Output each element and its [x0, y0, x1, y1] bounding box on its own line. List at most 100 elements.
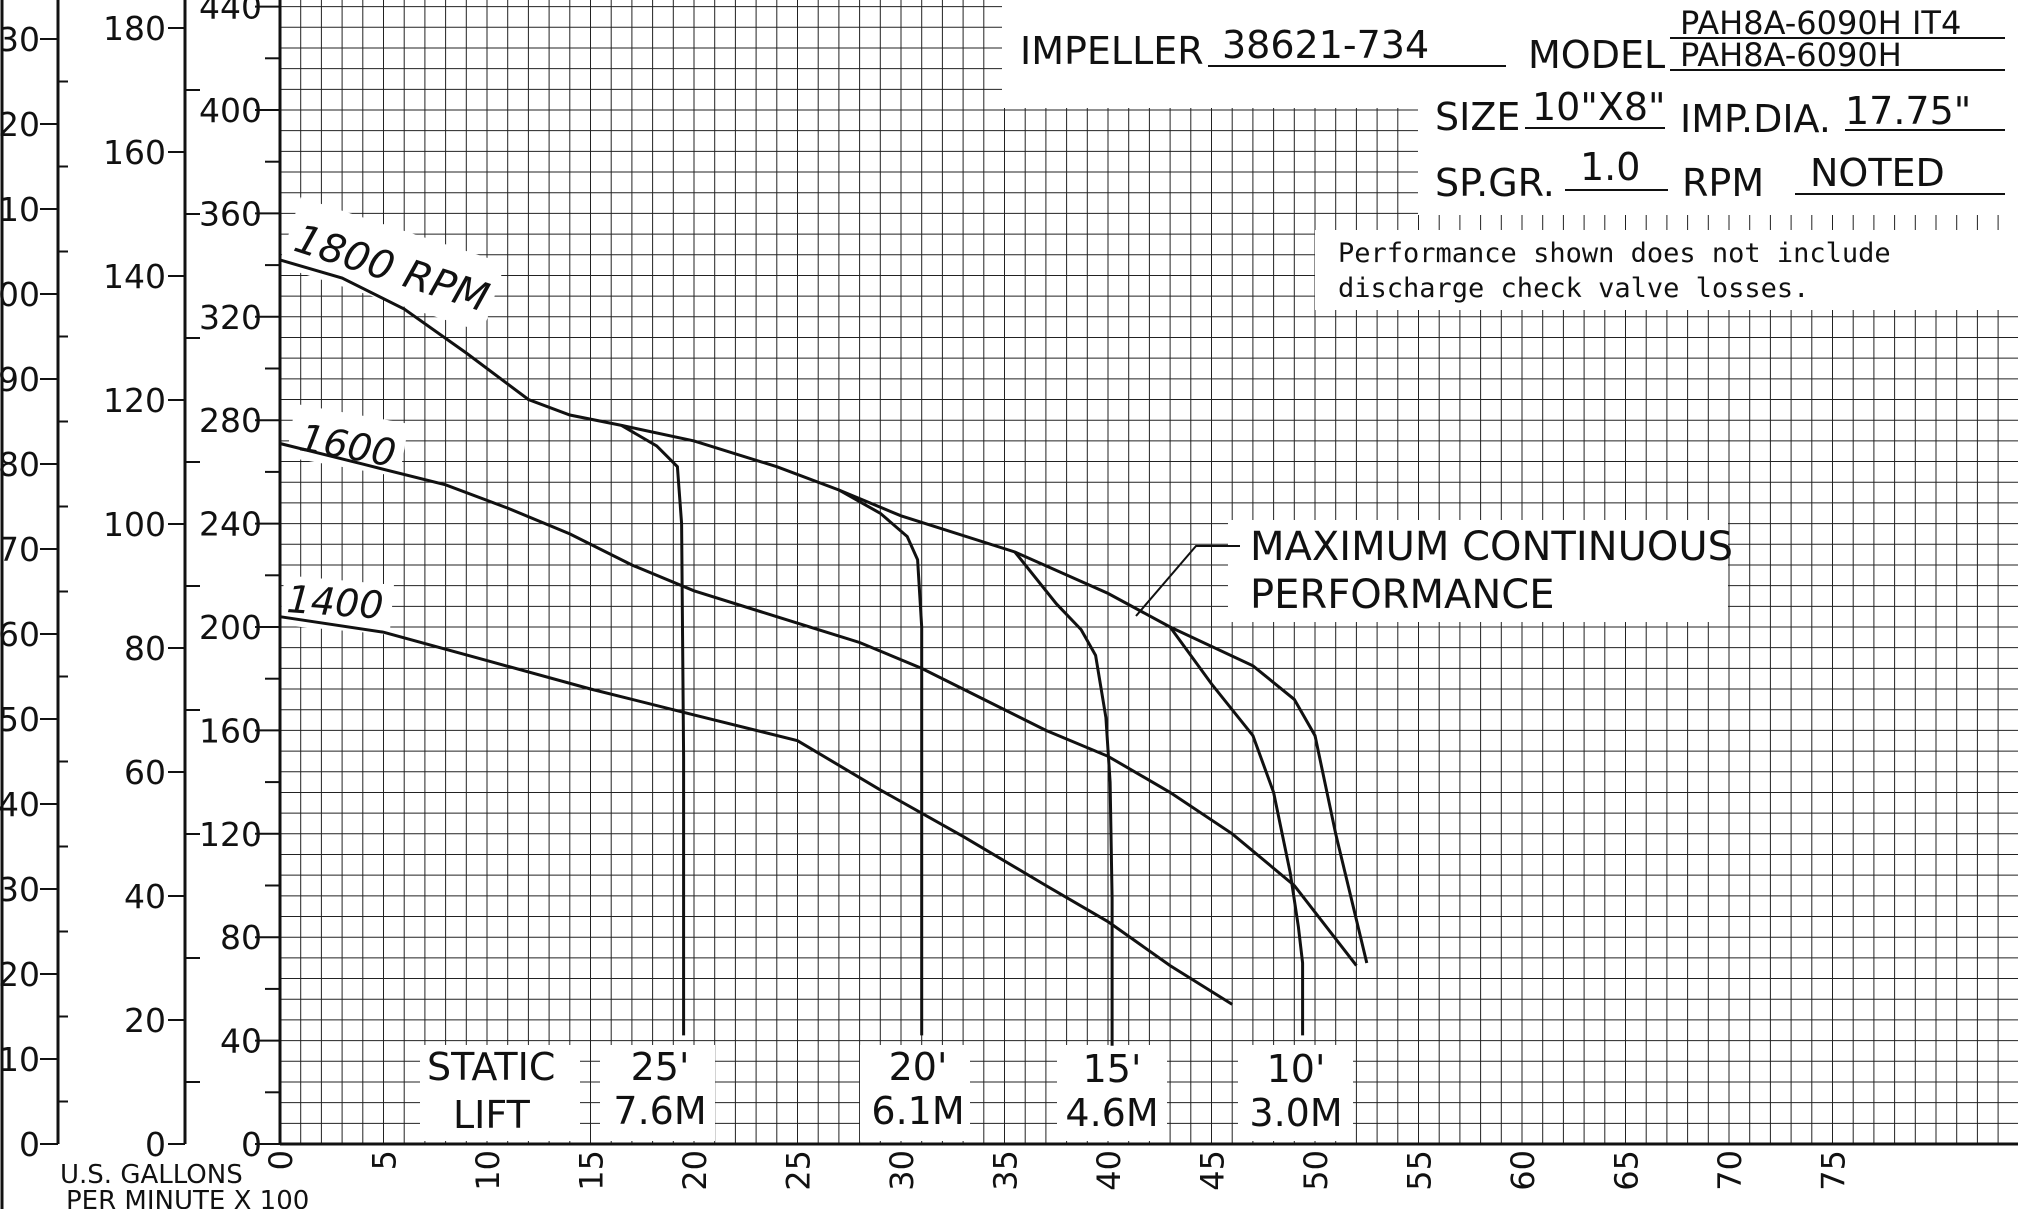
y-feet-tick-label: 400 — [199, 91, 262, 130]
series-line — [1168, 626, 1305, 1036]
maxcont-bg — [1228, 520, 1728, 622]
lift10-bg — [1238, 1045, 1353, 1141]
y-axis-b-tick-label: 100 — [103, 505, 166, 544]
header-bg-top — [1002, 0, 2018, 108]
chart-header: IMPELLER 38621-734 MODEL PAH8A-6090H IT4… — [1020, 4, 2005, 205]
x-tick-label: 20 — [676, 1150, 714, 1191]
rpm1800-bg — [278, 197, 506, 333]
series-line — [279, 442, 1358, 967]
static-bg — [420, 1045, 580, 1141]
y-axis-a-tick-label: 70 — [0, 530, 40, 569]
y-axis-a-tick-label: 90 — [0, 360, 40, 399]
note-bg — [1315, 230, 2018, 310]
x-tick-label: 50 — [1297, 1150, 1335, 1191]
x-tick-label: 70 — [1711, 1150, 1749, 1191]
static-label-1: STATIC — [427, 1045, 555, 1089]
x-tick-label: 45 — [1194, 1150, 1232, 1191]
spgr-value: 1.0 — [1580, 145, 1640, 189]
y-axis-a-tick-label: 60 — [0, 615, 40, 654]
y-feet-tick-label: 280 — [199, 401, 262, 440]
y-axis-a-tick-label: 40 — [0, 785, 40, 824]
y-feet-tick-label: 440 — [199, 0, 262, 27]
x-tick-label: 10 — [469, 1150, 507, 1191]
size-label: SIZE — [1435, 95, 1520, 139]
x-tick-label: 65 — [1608, 1150, 1646, 1191]
y-axis-b-tick-label: 120 — [103, 381, 166, 420]
x-axis-unit-label: U.S. GALLONS PER MINUTE X 100 — [60, 1160, 309, 1209]
x-tick-label: 35 — [987, 1150, 1025, 1191]
y-axis-b-tick-label: 60 — [124, 753, 166, 792]
lift-feet-label: 25' — [631, 1045, 690, 1089]
y-axis-b-tick-label: 180 — [103, 9, 166, 48]
rpm-label: RPM — [1682, 161, 1764, 205]
series-line — [620, 424, 686, 1036]
series-line — [279, 258, 1369, 964]
static-lift-labels: STATIC LIFT — [427, 1045, 555, 1137]
performance-note: Performance shown does not include disch… — [1338, 238, 1891, 304]
y-feet-tick-label: 80 — [220, 918, 262, 957]
lift-feet-label: 10' — [1267, 1047, 1326, 1091]
lift-feet-label: 20' — [889, 1045, 948, 1089]
y-axis-b-tick-label: 20 — [124, 1001, 166, 1040]
y-feet-tick-label: 200 — [199, 608, 262, 647]
x-tick-label: 75 — [1815, 1150, 1853, 1191]
impdia-value: 17.75" — [1845, 89, 1971, 133]
y-axis-a-tick-label: 130 — [0, 20, 40, 59]
model-value-2: PAH8A-6090H — [1680, 36, 1902, 74]
y-feet-tick-label: 360 — [199, 194, 262, 233]
note-line-1: Performance shown does not include — [1338, 238, 1891, 269]
y-axis-a-tick-label: 50 — [0, 700, 40, 739]
x-tick-label: 40 — [1090, 1150, 1128, 1191]
max-continuous-line-2: PERFORMANCE — [1250, 572, 1554, 618]
y-feet-tick-label: 40 — [220, 1022, 262, 1061]
lift-metres-label: 7.6M — [613, 1089, 706, 1133]
lift-metres-label: 6.1M — [871, 1089, 964, 1133]
rpm-value: NOTED — [1810, 151, 1945, 195]
rpm-curve-label: 1400 — [285, 577, 385, 628]
tick-labels: 0 5 10 15 20 25 30 35 40 45 50 55 60 65 70 75 0 40 80 120 16… — [0, 0, 1853, 1191]
x-tick-label: 55 — [1401, 1150, 1439, 1191]
y-axis-a-tick-label: 20 — [0, 955, 40, 994]
x-tick-label: 30 — [883, 1150, 921, 1191]
y-axis-a-tick-label: 100 — [0, 275, 40, 314]
curves: 1800 RPM1600140025'7.6M20'6.1M15'4.6M10'… — [279, 216, 1369, 1135]
x-tick-label: 25 — [780, 1150, 818, 1191]
y-axis-a-tick-label: 80 — [0, 445, 40, 484]
note-line-2: discharge check valve losses. — [1338, 273, 1809, 304]
spgr-label: SP.GR. — [1435, 161, 1555, 205]
y-axis-b-tick-label: 160 — [103, 133, 166, 172]
series-line — [279, 615, 1233, 1006]
y-feet-tick-label: 160 — [199, 711, 262, 750]
model-value-1: PAH8A-6090H IT4 — [1680, 4, 1961, 42]
lift-metres-label: 4.6M — [1065, 1091, 1158, 1135]
y-axis-b-tick-label: 80 — [124, 629, 166, 668]
y-feet-tick-label: 0 — [241, 1125, 262, 1164]
x-unit-line-1: U.S. GALLONS — [60, 1160, 243, 1190]
y-axis-a-tick-label: 120 — [0, 105, 40, 144]
lift-feet-label: 15' — [1083, 1047, 1142, 1091]
max-continuous-leader — [1135, 545, 1240, 617]
lift15-bg — [1057, 1045, 1167, 1141]
y-axis-a-tick-label: 0 — [19, 1125, 40, 1164]
y-axis-b-tick-label: 40 — [124, 877, 166, 916]
y-axis-a-tick-label: 10 — [0, 1040, 40, 1079]
series-line — [1013, 551, 1114, 1046]
impdia-label: IMP.DIA. — [1680, 97, 1831, 141]
lift25-bg — [600, 1045, 715, 1141]
impeller-value: 38621-734 — [1222, 23, 1429, 67]
y-axis-b-tick-label: 0 — [145, 1125, 166, 1164]
y-feet-tick-label: 320 — [199, 298, 262, 337]
max-continuous-line-1: MAXIMUM CONTINUOUS — [1250, 524, 1733, 570]
y-feet-tick-label: 120 — [199, 815, 262, 854]
x-tick-label: 60 — [1504, 1150, 1542, 1191]
x-unit-line-2: PER MINUTE X 100 — [66, 1186, 309, 1209]
series-line — [838, 488, 924, 1036]
y-axis-a-tick-label: 110 — [0, 190, 40, 229]
rpm1600-bg — [286, 403, 409, 478]
label-backgrounds — [278, 0, 2018, 1141]
size-value: 10"X8" — [1532, 85, 1666, 129]
y-feet-tick-label: 240 — [199, 505, 262, 544]
impeller-label: IMPELLER — [1020, 29, 1204, 73]
